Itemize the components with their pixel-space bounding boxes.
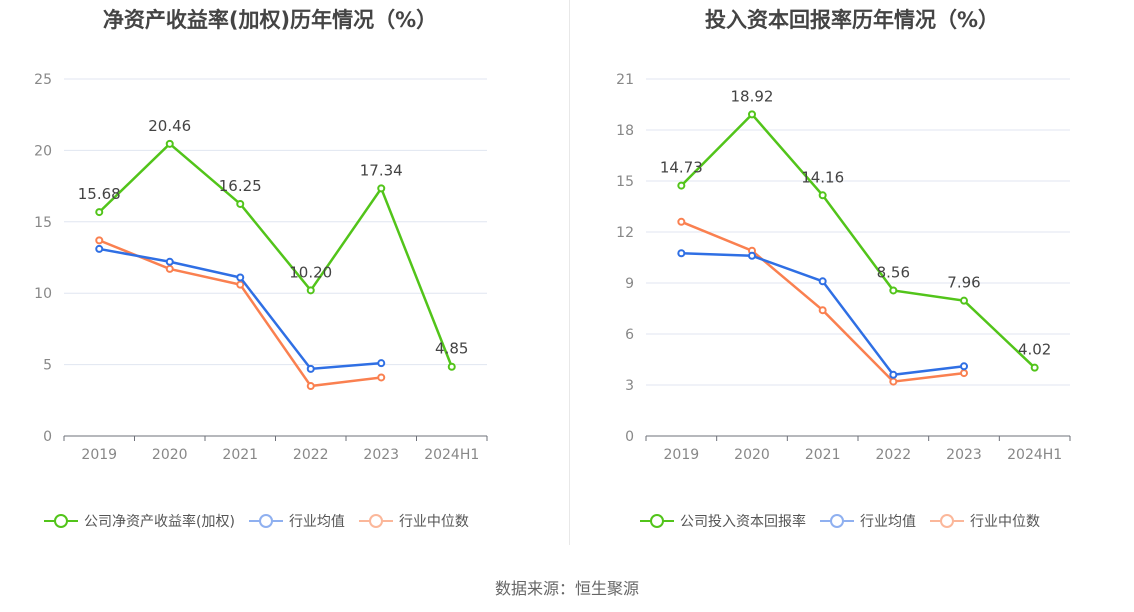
data-label: 8.56 [877, 263, 910, 281]
data-label: 16.25 [219, 177, 262, 195]
data-point [165, 139, 174, 148]
y-tick-label: 18 [616, 123, 634, 139]
legend-item[interactable]: 行业均值 [248, 511, 345, 531]
legend-marker-icon [44, 514, 78, 528]
y-tick-label: 0 [43, 429, 52, 445]
data-label: 4.85 [435, 340, 468, 358]
legend-item[interactable]: 公司投入资本回报率 [640, 511, 806, 531]
data-label: 15.68 [78, 185, 121, 203]
data-label: 14.73 [660, 159, 703, 177]
x-tick-label: 2022 [876, 447, 912, 463]
series-line [680, 220, 965, 383]
y-tick-label: 15 [34, 215, 52, 231]
data-point [748, 251, 756, 260]
legend-item[interactable]: 行业均值 [820, 511, 916, 531]
data-label: 18.92 [731, 87, 774, 105]
data-point [95, 244, 104, 253]
data-point [960, 369, 968, 378]
data-source: 数据来源：恒生聚源 [494, 579, 639, 598]
data-label: 10.20 [289, 263, 332, 281]
data-label: 20.46 [148, 117, 191, 135]
legend-label: 公司净资产收益率(加权) [84, 514, 235, 530]
data-point [236, 199, 245, 208]
series-line [680, 112, 1036, 369]
x-tick-label: 2024H1 [1007, 447, 1062, 463]
y-tick-label: 12 [616, 225, 634, 241]
y-tick-label: 0 [625, 429, 634, 445]
y-tick-label: 21 [616, 72, 634, 88]
x-tick-label: 2024H1 [424, 447, 479, 463]
data-point [677, 181, 686, 190]
series-line [99, 247, 382, 371]
y-tick-label: 6 [625, 327, 634, 343]
data-point [447, 362, 456, 371]
legend-item[interactable]: 行业中位数 [358, 511, 469, 531]
legend-label: 公司投入资本回报率 [680, 514, 806, 530]
y-tick-label: 5 [43, 358, 52, 374]
x-tick-label: 2020 [152, 447, 188, 463]
data-point [377, 184, 386, 193]
data-point [377, 373, 386, 382]
legend-marker-icon [820, 514, 854, 528]
legend-label: 行业中位数 [398, 514, 469, 530]
x-tick-label: 2023 [363, 447, 399, 463]
chart-title-right: 投入资本回报率历年情况（%） [704, 8, 1000, 32]
x-tick-label: 2023 [946, 447, 982, 463]
legend-marker-icon [248, 514, 283, 528]
legend-item[interactable]: 公司净资产收益率(加权) [44, 511, 235, 531]
x-tick-label: 2021 [222, 447, 258, 463]
data-point [960, 362, 968, 371]
chart-title-left: 净资产收益率(加权)历年情况（%） [102, 8, 438, 32]
data-point [748, 110, 756, 119]
data-point [306, 364, 315, 373]
y-tick-label: 10 [34, 286, 52, 302]
data-label: 4.02 [1018, 341, 1051, 359]
legend-marker-icon [640, 514, 674, 528]
legend-marker-icon [358, 514, 393, 528]
data-point [677, 249, 686, 258]
data-point [165, 264, 174, 273]
data-point [889, 370, 898, 379]
data-point [677, 217, 686, 226]
data-point [95, 208, 104, 217]
divider [569, 0, 570, 545]
data-point [95, 236, 104, 245]
legend-right: 公司投入资本回报率 行业均值 行业中位数 [640, 511, 1040, 531]
data-point [960, 296, 968, 305]
data-point [165, 257, 174, 266]
series-line [98, 142, 453, 368]
legend-marker-icon [930, 514, 964, 528]
data-point [236, 280, 245, 289]
legend-label: 行业均值 [860, 514, 916, 530]
data-point [818, 191, 827, 200]
data-label: 14.16 [801, 168, 844, 186]
data-point [306, 286, 315, 295]
y-tick-label: 20 [34, 143, 52, 159]
data-label: 17.34 [360, 161, 403, 179]
data-point [377, 359, 386, 368]
legend-label: 行业均值 [288, 514, 345, 530]
data-point [818, 306, 827, 315]
legend-item[interactable]: 行业中位数 [930, 511, 1040, 531]
y-tick-label: 25 [34, 72, 52, 88]
y-tick-label: 9 [625, 276, 634, 292]
x-tick-label: 2022 [293, 447, 329, 463]
data-point [1030, 363, 1039, 372]
x-tick-label: 2020 [734, 447, 770, 463]
y-tick-label: 3 [625, 378, 634, 394]
legend-label: 行业中位数 [970, 514, 1040, 530]
y-tick-label: 15 [616, 174, 634, 190]
data-point [236, 273, 245, 282]
data-label: 7.96 [947, 274, 980, 292]
x-tick-label: 2019 [81, 447, 117, 463]
data-point [306, 382, 315, 391]
data-point [889, 286, 898, 295]
x-tick-label: 2019 [664, 447, 700, 463]
data-point [889, 377, 898, 386]
data-point [818, 277, 827, 286]
legend-left: 公司净资产收益率(加权) 行业均值 行业中位数 [44, 511, 469, 531]
x-tick-label: 2021 [805, 447, 841, 463]
